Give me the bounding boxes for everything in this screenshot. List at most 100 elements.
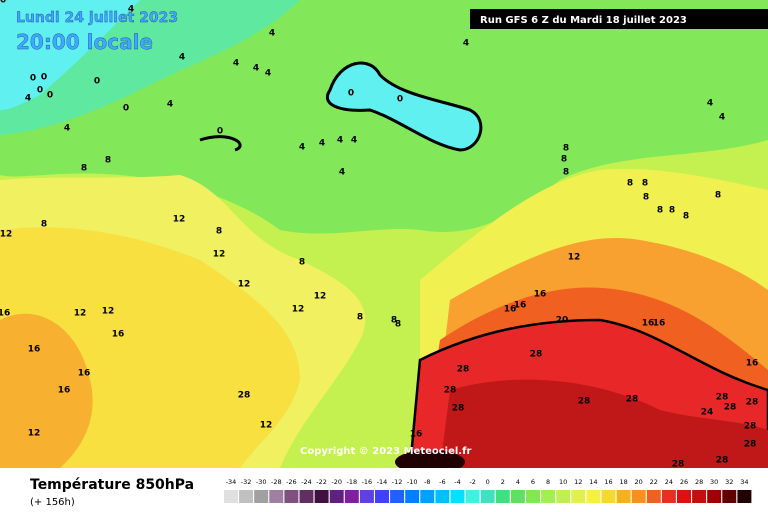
- legend-swatch: [737, 490, 752, 503]
- legend-swatch: [510, 490, 525, 503]
- isotherm-label: 8: [81, 164, 87, 174]
- isotherm-label: 0: [37, 86, 43, 96]
- legend-label: -4: [454, 478, 460, 486]
- isotherm-label: 16: [642, 319, 655, 329]
- legend-swatch: [571, 490, 586, 503]
- legend-swatch: [359, 490, 374, 503]
- legend-swatch: [692, 490, 707, 503]
- run-banner: [470, 9, 768, 29]
- legend-label: -28: [271, 478, 282, 486]
- isotherm-label: 16: [28, 345, 41, 355]
- legend-label: -34: [226, 478, 237, 486]
- isotherm-label: 12: [213, 250, 226, 260]
- isotherm-label: 4: [179, 53, 185, 63]
- legend-label: -14: [377, 478, 388, 486]
- legend-label: 24: [665, 478, 673, 486]
- isotherm-label: 8: [216, 227, 222, 237]
- isotherm-label: 4: [351, 136, 357, 146]
- legend-label: 32: [725, 478, 733, 486]
- legend-swatch: [707, 490, 722, 503]
- legend-label: 14: [589, 478, 597, 486]
- legend-swatch: [329, 490, 344, 503]
- isotherm-label: 0: [47, 91, 53, 101]
- isotherm-label: 8: [657, 206, 663, 216]
- isotherm-label: 8: [561, 155, 567, 165]
- isotherm-label: 28: [724, 403, 737, 413]
- run-info: Run GFS 6 Z du Mardi 18 juillet 2023: [480, 15, 687, 26]
- isotherm-label: 0: [397, 95, 403, 105]
- isotherm-label: 12: [238, 280, 251, 290]
- legend-swatch: [239, 490, 254, 503]
- isotherm-label: 4: [253, 64, 259, 74]
- isotherm-label: 20: [556, 316, 569, 326]
- isotherm-label: 12: [28, 429, 41, 439]
- legend-swatch: [269, 490, 284, 503]
- isotherm-label: 12: [173, 215, 186, 225]
- isotherm-label: 4: [269, 29, 275, 39]
- legend-swatch: [405, 490, 420, 503]
- isotherm-label: 12: [0, 230, 12, 240]
- legend-swatch: [556, 490, 571, 503]
- legend-label: 28: [695, 478, 703, 486]
- isotherm-label: 8: [715, 191, 721, 201]
- isotherm-label: 28: [716, 393, 729, 403]
- isotherm-label: 4: [233, 59, 239, 69]
- isotherm-label: 4: [719, 113, 725, 123]
- legend-label: 18: [619, 478, 627, 486]
- legend-label: -6: [439, 478, 445, 486]
- isotherm-label: 24: [701, 408, 714, 418]
- isotherm-label: 0: [123, 104, 129, 114]
- legend-swatch: [616, 490, 631, 503]
- isotherm-label: 8: [41, 220, 47, 230]
- isotherm-label: 8: [642, 179, 648, 189]
- legend-swatch: [601, 490, 616, 503]
- isotherm-label: 12: [314, 292, 327, 302]
- legend-label: 22: [650, 478, 658, 486]
- legend-swatch: [284, 490, 299, 503]
- legend-label: -24: [301, 478, 312, 486]
- isotherm-label: 28: [672, 460, 685, 470]
- legend-swatch: [465, 490, 480, 503]
- legend-label: 2: [501, 478, 505, 486]
- isotherm-label: 28: [457, 365, 470, 375]
- isotherm-label: 20: [0, 0, 6, 6]
- forecast-time: 20:00 locale: [16, 30, 153, 54]
- isotherm-label: 4: [64, 124, 70, 134]
- isotherm-label: 12: [74, 309, 87, 319]
- legend-label: -16: [362, 478, 373, 486]
- isotherm-label: 8: [395, 320, 401, 330]
- map-background: [0, 0, 768, 474]
- legend-swatch: [435, 490, 450, 503]
- legend-label: 16: [604, 478, 612, 486]
- legend-label: -10: [407, 478, 418, 486]
- isotherm-label: 4: [25, 94, 31, 104]
- legend-label: -2: [469, 478, 475, 486]
- legend-label: 4: [516, 478, 520, 486]
- isotherm-label: 4: [707, 99, 713, 109]
- legend-swatch: [677, 490, 691, 503]
- legend-swatch: [299, 490, 314, 503]
- legend-swatch: [661, 490, 676, 503]
- legend-swatch: [254, 490, 269, 503]
- isotherm-label: 12: [292, 305, 305, 315]
- isotherm-label: 4: [167, 100, 173, 110]
- isotherm-label: 28: [238, 391, 251, 401]
- isotherm-label: 16: [112, 330, 125, 340]
- isotherm-label: 28: [716, 456, 729, 466]
- legend-swatch: [480, 490, 495, 503]
- legend-swatch: [314, 490, 329, 503]
- legend-label: -12: [392, 478, 403, 486]
- isotherm-label: 4: [319, 139, 325, 149]
- legend-label: 20: [635, 478, 643, 486]
- isotherm-label: 0: [94, 77, 100, 87]
- isotherm-label: 12: [568, 253, 581, 263]
- isotherm-label: 4: [463, 39, 469, 49]
- isotherm-label: 12: [102, 307, 115, 317]
- isotherm-label: 16: [514, 301, 527, 311]
- legend-label: -26: [286, 478, 297, 486]
- isotherm-label: 12: [260, 421, 273, 431]
- legend-swatch: [646, 490, 661, 503]
- isotherm-label: 8: [563, 168, 569, 178]
- legend-label: 34: [740, 478, 748, 486]
- isotherm-label: 16: [653, 319, 666, 329]
